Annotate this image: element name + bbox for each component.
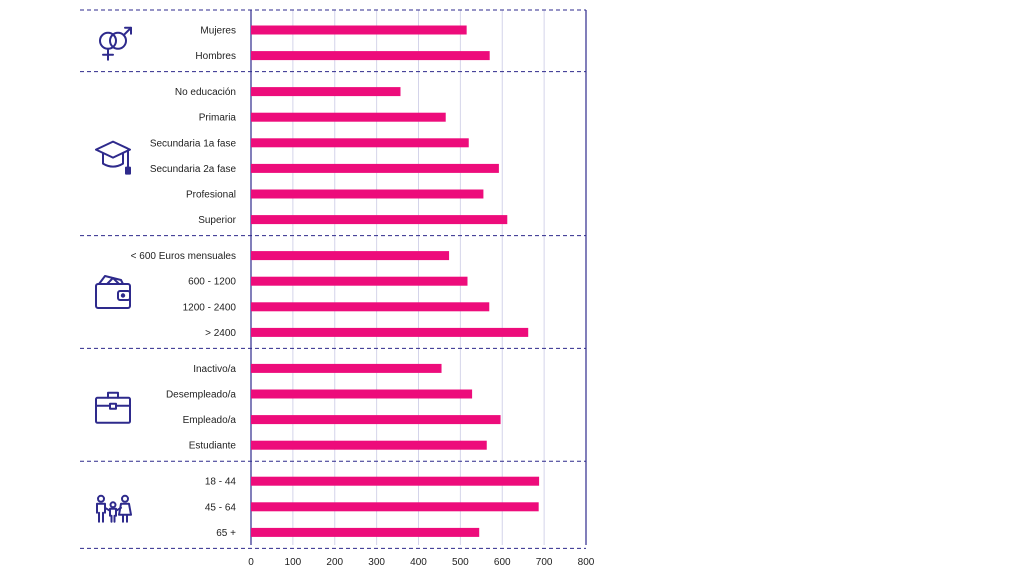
category-label: 1200 - 2400 — [183, 302, 237, 313]
x-tick-label: 700 — [536, 557, 553, 568]
category-label: 600 - 1200 — [188, 277, 236, 288]
bar — [251, 389, 473, 399]
category-label: Empleado/a — [183, 415, 237, 426]
family-icon — [96, 494, 132, 523]
bar — [251, 189, 484, 199]
bar — [251, 163, 499, 173]
bar — [251, 87, 401, 97]
category-label: < 600 Euros mensuales — [131, 251, 236, 262]
gender-icon — [99, 26, 132, 61]
x-tick-label: 800 — [578, 557, 595, 568]
category-label: 45 - 64 — [205, 502, 237, 513]
category-label: > 2400 — [205, 328, 236, 339]
category-label: 18 - 44 — [205, 477, 237, 488]
bar — [251, 302, 490, 312]
category-label: Hombres — [195, 51, 236, 62]
category-label: Primaria — [199, 113, 237, 124]
wallet-icon — [95, 275, 131, 309]
x-tick-label: 500 — [452, 557, 469, 568]
category-label: Secundaria 2a fase — [150, 164, 237, 175]
category-label: Desempleado/a — [166, 390, 236, 401]
bar — [251, 527, 480, 537]
graduation-cap-icon — [95, 140, 131, 175]
x-tick-label: 300 — [368, 557, 385, 568]
category-label: Inactivo/a — [193, 364, 236, 375]
bar — [251, 440, 487, 450]
x-tick-label: 400 — [410, 557, 427, 568]
bar — [251, 327, 529, 337]
bar — [251, 276, 468, 286]
category-label: Mujeres — [200, 26, 236, 37]
x-tick-label: 200 — [326, 557, 343, 568]
bar — [251, 25, 467, 35]
category-label: No educación — [175, 87, 236, 98]
category-label: Secundaria 1a fase — [150, 138, 237, 149]
bar — [251, 502, 539, 512]
category-label: Estudiante — [189, 441, 237, 452]
bar — [251, 415, 501, 425]
bar — [251, 215, 508, 225]
x-tick-label: 0 — [248, 557, 254, 568]
briefcase-icon — [95, 391, 131, 424]
bar — [251, 251, 450, 261]
x-tick-label: 100 — [285, 557, 302, 568]
x-tick-label: 600 — [494, 557, 511, 568]
category-label: Profesional — [186, 190, 236, 201]
bar — [251, 363, 442, 373]
bar — [251, 51, 490, 61]
category-label: Superior — [198, 215, 236, 226]
bar — [251, 138, 469, 148]
category-label: 65 + — [216, 528, 236, 539]
bar — [251, 112, 446, 122]
bar — [251, 476, 540, 486]
